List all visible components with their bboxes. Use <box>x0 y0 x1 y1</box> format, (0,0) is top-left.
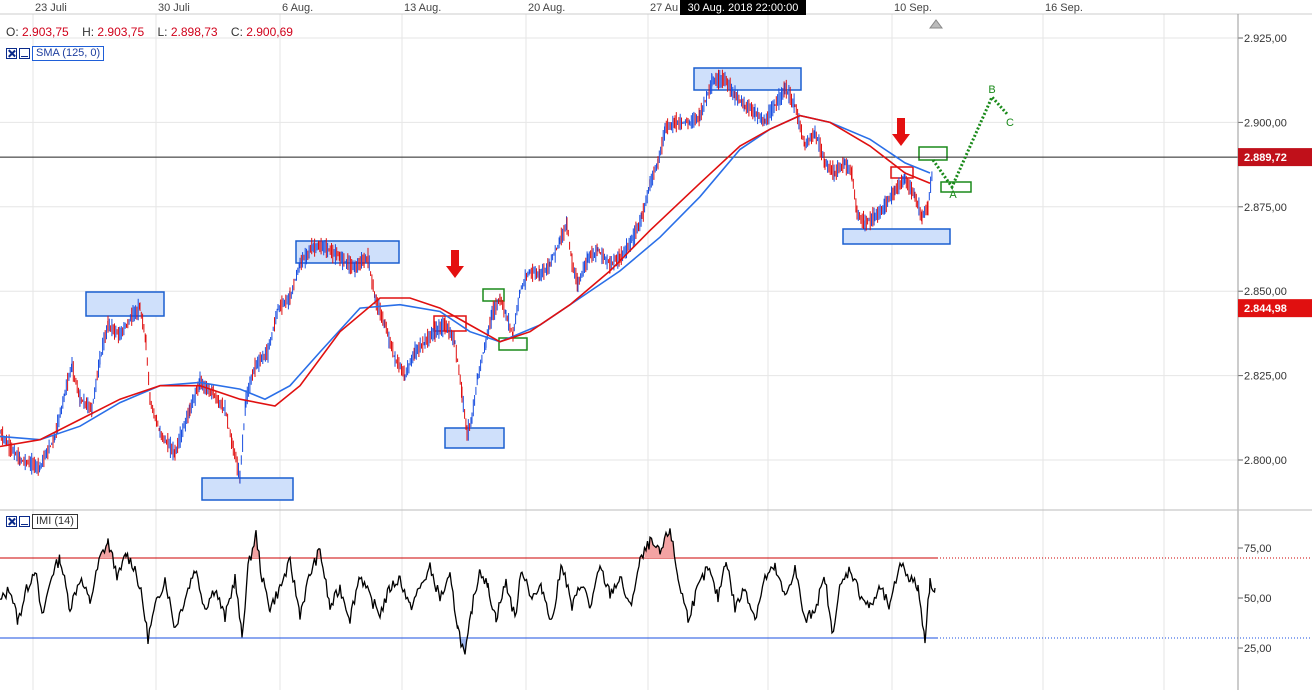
open-label: O: <box>6 25 19 39</box>
high-label: H: <box>82 25 95 39</box>
crosshair-date-text: 30 Aug. 2018 22:00:00 <box>688 2 799 14</box>
low-label: L: <box>157 25 168 39</box>
x-tick-label: 20 Aug. <box>528 2 565 14</box>
x-tick-label: 6 Aug. <box>282 2 313 14</box>
ohlc-readout: O: 2.903,75 H: 2.903,75 L: 2.898,73 C: 2… <box>6 25 303 39</box>
green-box <box>940 181 972 193</box>
crosshair-date: 30 Aug. 2018 22:00:00 <box>680 0 806 15</box>
imi-panel <box>0 528 1312 655</box>
open-value: 2.903,75 <box>22 25 69 39</box>
marker-triangle <box>929 19 943 29</box>
minimize-imi-icon[interactable] <box>19 516 30 527</box>
annotation-boxes <box>85 67 972 501</box>
low-value: 2.898,73 <box>170 25 218 39</box>
x-tick-label: 27 Au <box>650 2 678 14</box>
sma-legend: SMA (125, 0) <box>6 46 105 61</box>
wave-label: B <box>988 84 995 96</box>
price-tag-bg <box>1238 148 1312 167</box>
grid <box>0 13 1312 690</box>
imi-zone-fill <box>317 548 320 558</box>
x-tick-label: 23 Juli <box>35 2 67 14</box>
imi-zone-fill <box>252 530 259 558</box>
y-tick-label: 2.875,00 <box>1244 202 1287 214</box>
wave-label: C <box>1006 117 1014 129</box>
price-tag-text: 2.844,98 <box>1244 303 1287 315</box>
sma-line <box>0 114 931 441</box>
x-tick-label: 16 Sep. <box>1045 2 1083 14</box>
sma-price-tag: 2.844,98 <box>1238 299 1312 318</box>
wave-label: A <box>949 189 957 201</box>
sma-label[interactable]: SMA (125, 0) <box>32 46 105 61</box>
imi-label[interactable]: IMI (14) <box>32 514 78 529</box>
imi-tick-label: 25,00 <box>1244 643 1272 655</box>
support-resistance-box <box>444 427 505 449</box>
x-tick-label: 10 Sep. <box>894 2 932 14</box>
imi-line <box>0 528 936 655</box>
x-tick-label: 13 Aug. <box>404 2 441 14</box>
green-box <box>918 146 948 161</box>
y-tick-label: 2.800,00 <box>1244 455 1287 467</box>
wave-projection <box>931 94 1010 191</box>
high-value: 2.903,75 <box>97 25 145 39</box>
support-resistance-box <box>842 228 951 245</box>
y-tick-label: 2.925,00 <box>1244 33 1287 45</box>
close-value: 2.900,69 <box>246 25 293 39</box>
y-tick-label: 2.900,00 <box>1244 117 1287 129</box>
current-price-tag: 2.889,72 <box>1238 148 1312 167</box>
remove-sma-icon[interactable] <box>6 48 17 59</box>
remove-imi-icon[interactable] <box>6 516 17 527</box>
ema-line <box>0 114 931 448</box>
imi-tick-label: 75,00 <box>1244 543 1272 555</box>
y-tick-label: 2.850,00 <box>1244 286 1287 298</box>
x-tick-label: 30 Juli <box>158 2 190 14</box>
y-tick-label: 2.825,00 <box>1244 371 1287 383</box>
support-resistance-box <box>85 291 165 317</box>
price-tag-text: 2.889,72 <box>1244 152 1287 164</box>
down-arrow-icon <box>892 118 910 146</box>
imi-tick-label: 50,00 <box>1244 593 1272 605</box>
chart-marks: A B C <box>0 69 1014 484</box>
support-resistance-box <box>201 477 294 501</box>
imi-zone-fill <box>100 538 113 558</box>
close-label: C: <box>230 25 243 39</box>
imi-legend: IMI (14) <box>6 514 78 529</box>
minimize-sma-icon[interactable] <box>19 48 30 59</box>
down-arrow-icon <box>446 250 464 278</box>
crosshair-date-bg <box>680 0 806 15</box>
price-tag-bg <box>1238 299 1312 318</box>
